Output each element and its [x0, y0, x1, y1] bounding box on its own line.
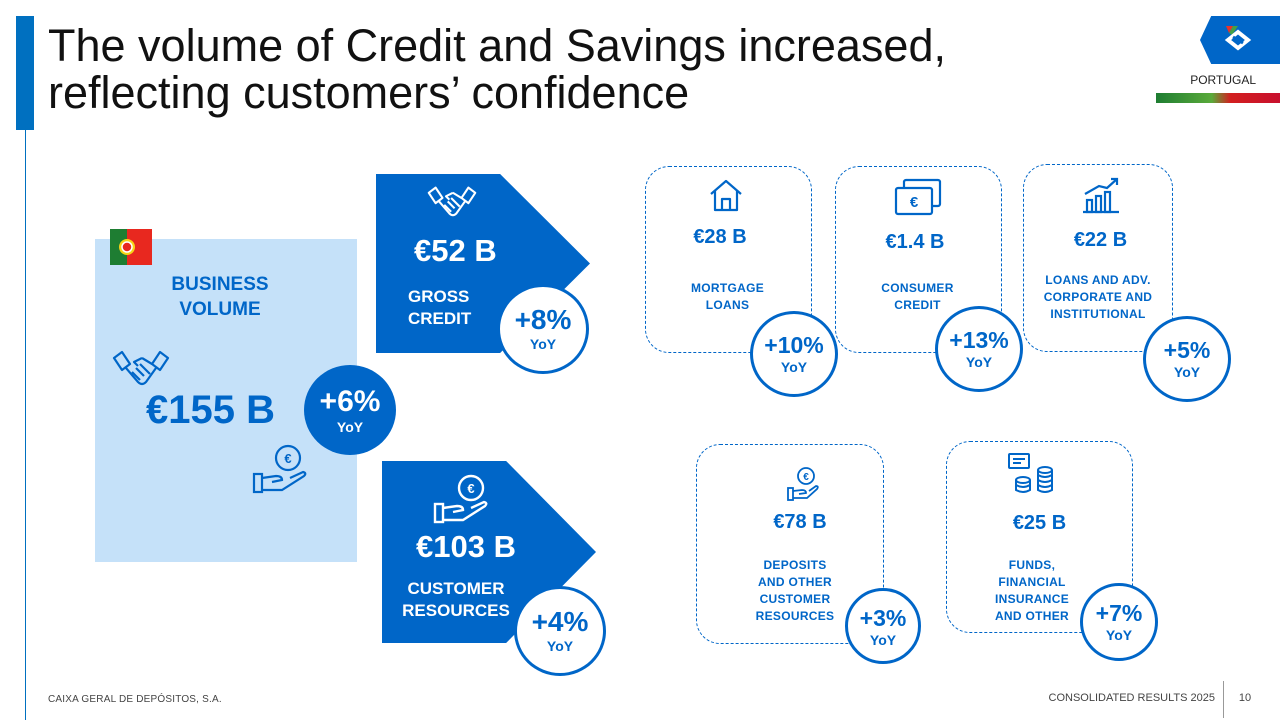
cgd-logo [1200, 16, 1280, 64]
funds-label: FUNDS, FINANCIAL INSURANCE AND OTHER [946, 557, 1118, 625]
business-growth-unit: YoY [336, 419, 364, 435]
funds-label-line-3: INSURANCE [994, 592, 1070, 606]
funds-growth-unit: YoY [1105, 627, 1133, 643]
coin-stack-icon [1008, 453, 1053, 493]
mortgage-growth-value: +10% [764, 332, 824, 358]
page-number: 10 [1238, 692, 1252, 704]
mortgage-growth-unit: YoY [780, 359, 808, 375]
deposits-label-line-1: DEPOSITS [763, 558, 827, 572]
gross-credit-growth-unit: YoY [529, 336, 557, 352]
business-growth-badge: +6% YoY [304, 365, 396, 455]
deposits-growth-value: +3% [859, 605, 907, 631]
mortgage-label-line-1: MORTGAGE [690, 281, 765, 295]
gross-credit-label-line-1: GROSS [408, 287, 470, 306]
left-rule [25, 130, 26, 720]
business-growth-value: +6% [319, 385, 381, 418]
growth-chart-icon [1083, 177, 1119, 214]
consumer-label-line-1: CONSUMER [881, 281, 954, 295]
cgd-logo-icon [1224, 26, 1252, 51]
title-line-2: reflecting customers’ confidence [48, 67, 690, 118]
deposits-growth-badge: +3% YoY [845, 588, 921, 664]
customer-resources-label: CUSTOMER RESOURCES [394, 578, 518, 622]
mortgage-loans-value: €28 B [693, 226, 747, 248]
footer-company: CAIXA GERAL DE DEPÓSITOS, S.A. [48, 694, 222, 705]
corporate-label-line-2: CORPORATE AND [1043, 290, 1153, 304]
deposits-label-line-3: CUSTOMER [759, 592, 831, 606]
euro-coin-hand-icon: € [433, 474, 488, 524]
footer-report-title: CONSOLIDATED RESULTS 2025 [1048, 692, 1215, 704]
euro-coin-hand-icon: € [252, 444, 307, 494]
footer-divider [1223, 681, 1224, 718]
customer-resources-label-line-1: CUSTOMER [407, 579, 505, 598]
corporate-label-line-3: INSTITUTIONAL [1050, 307, 1146, 321]
customer-resources-growth-unit: YoY [546, 638, 574, 654]
country-label: PORTUGAL [1190, 73, 1256, 87]
customer-resources-label-line-2: RESOURCES [402, 601, 510, 620]
deposits-label: DEPOSITS AND OTHER CUSTOMER RESOURCES [708, 557, 882, 625]
svg-text:€: € [467, 481, 474, 496]
funds-label-line-1: FUNDS, [1008, 558, 1056, 572]
title-accent-bar [16, 16, 34, 130]
gross-credit-value: €52 B [414, 233, 497, 268]
corporate-growth-badge: +5% YoY [1143, 316, 1231, 402]
business-label-line-2: VOLUME [179, 299, 261, 320]
customer-resources-growth-value: +4% [531, 606, 589, 637]
corporate-loans-value: €22 B [1073, 229, 1128, 251]
funds-label-line-4: AND OTHER [994, 609, 1070, 623]
corporate-loans-label: LOANS AND ADV. CORPORATE AND INSTITUTION… [1023, 272, 1173, 323]
banknotes-icon: € [894, 178, 942, 216]
handshake-icon [112, 350, 170, 386]
mortgage-loans-label: MORTGAGE LOANS [645, 280, 810, 314]
funds-label-line-2: FINANCIAL [998, 575, 1066, 589]
coin-hand-icon: € [787, 467, 819, 501]
gross-credit-growth-badge: +8% YoY [497, 284, 589, 374]
consumer-label-line-2: CREDIT [894, 298, 941, 312]
corporate-growth-value: +5% [1163, 337, 1211, 363]
customer-resources-growth-badge: +4% YoY [514, 586, 606, 676]
gross-credit-growth-value: +8% [514, 304, 572, 335]
consumer-growth-unit: YoY [965, 354, 993, 370]
business-volume-value: €155 B [146, 388, 275, 432]
consumer-credit-label: CONSUMER CREDIT [835, 280, 1000, 314]
deposits-label-line-2: AND OTHER [757, 575, 833, 589]
funds-growth-value: +7% [1095, 600, 1143, 626]
mortgage-growth-badge: +10% YoY [750, 311, 838, 397]
business-volume-label: BUSINESS VOLUME [120, 272, 320, 322]
corporate-growth-unit: YoY [1173, 364, 1201, 380]
portugal-flag-icon [110, 229, 152, 265]
handshake-icon [427, 186, 477, 217]
funds-growth-badge: +7% YoY [1080, 583, 1158, 661]
deposits-growth-unit: YoY [869, 632, 897, 648]
consumer-credit-growth-badge: +13% YoY [935, 306, 1023, 392]
customer-resources-value: €103 B [416, 529, 516, 564]
consumer-growth-value: +13% [949, 327, 1009, 353]
house-icon [710, 179, 742, 212]
gross-credit-label: GROSS CREDIT [408, 286, 471, 330]
page-title: The volume of Credit and Savings increas… [48, 22, 1048, 116]
consumer-credit-value: €1.4 B [885, 231, 945, 253]
mortgage-label-line-2: LOANS [705, 298, 750, 312]
svg-text:€: € [803, 472, 809, 483]
flag-strip [1156, 93, 1280, 103]
svg-text:€: € [910, 194, 919, 211]
gross-credit-label-line-2: CREDIT [408, 309, 472, 328]
corporate-label-line-1: LOANS AND ADV. [1045, 273, 1151, 287]
title-line-1: The volume of Credit and Savings increas… [48, 20, 946, 71]
funds-value: €25 B [1012, 512, 1067, 534]
business-label-line-1: BUSINESS [171, 274, 269, 295]
deposits-label-line-4: RESOURCES [755, 609, 835, 623]
svg-text:€: € [284, 451, 291, 466]
deposits-value: €78 B [773, 511, 827, 533]
